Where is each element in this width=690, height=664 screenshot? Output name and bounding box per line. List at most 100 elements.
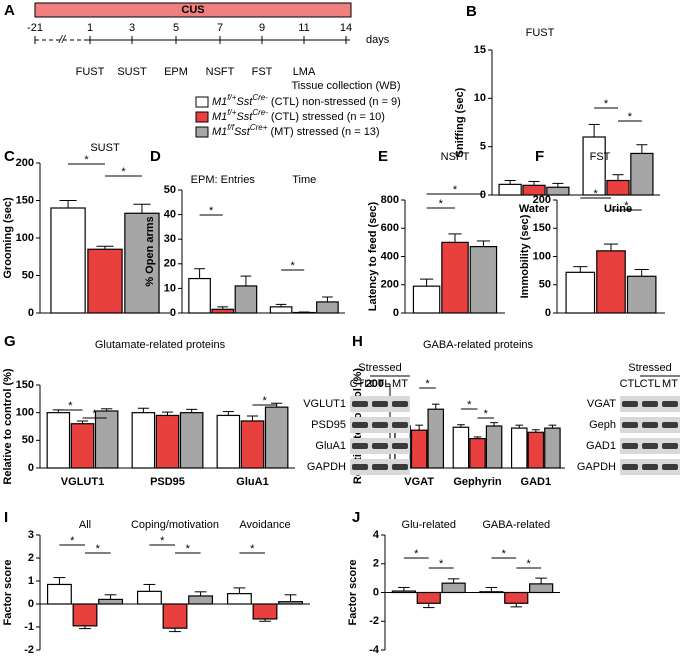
category-label: All — [79, 519, 91, 531]
legend-gene: Sst — [234, 126, 251, 138]
blot-band — [642, 401, 658, 407]
bar — [211, 308, 235, 314]
bar — [441, 241, 469, 314]
y-tick-label: 3 — [28, 529, 34, 541]
bar — [98, 598, 124, 605]
bar — [626, 275, 657, 314]
panel-title: FUST — [526, 27, 555, 39]
y-tick-label: 20 — [164, 258, 176, 270]
y-tick-label: 0 — [28, 598, 34, 610]
bar — [216, 414, 241, 469]
category-label: Gephyrin — [453, 476, 502, 488]
significance-label: * — [439, 558, 444, 570]
bar — [410, 429, 428, 469]
bar — [124, 212, 160, 314]
bar — [596, 250, 626, 314]
timeline-event: FUST — [76, 66, 105, 78]
category-label: Time — [292, 174, 316, 186]
blot-lane: CTL — [620, 378, 641, 390]
y-tick-label: 10 — [164, 282, 176, 294]
y-tick-label: 100 — [533, 250, 551, 262]
blot-band — [372, 464, 388, 470]
bar — [606, 179, 630, 196]
bar — [441, 582, 466, 594]
panel-letter: C — [4, 148, 15, 165]
blot-band — [662, 401, 678, 407]
y-tick-label: 1 — [28, 575, 34, 587]
significance-label: * — [250, 543, 255, 555]
bar — [226, 593, 252, 605]
y-tick-label: 100 — [16, 232, 34, 244]
y-axis-label: Relative to control (%) — [2, 368, 14, 484]
y-tick-label: 0 — [393, 307, 399, 319]
panel-title: SUST — [90, 142, 120, 154]
significance-label: * — [502, 548, 507, 560]
legend-label: M1f/fSstCre+ (MT) stressed (n = 13) — [212, 123, 380, 138]
significance-label: * — [291, 260, 296, 272]
significance-label: * — [453, 184, 458, 196]
blot-header: Stressed — [628, 362, 671, 374]
legend-gene: M1 — [212, 96, 227, 108]
panel-letter: B — [466, 3, 477, 20]
bar — [162, 603, 188, 629]
panel-title: FST — [590, 151, 611, 163]
y-tick-label: 150 — [533, 222, 551, 234]
y-tick-label: 200 — [381, 279, 399, 291]
y-tick-label: -1 — [24, 621, 34, 633]
category-label: Glu-related — [402, 519, 456, 531]
blot-row-label: PSD95 — [311, 419, 346, 431]
bar — [188, 595, 214, 605]
panel-title: GABA-related proteins — [423, 339, 534, 351]
bar — [70, 423, 95, 469]
bar — [136, 590, 162, 605]
bar — [316, 301, 339, 314]
y-axis-label: Factor score — [2, 559, 14, 625]
timeline-end-event: Tissue collection (WB) — [291, 80, 400, 92]
y-tick-label: 30 — [164, 233, 176, 245]
bar — [498, 183, 522, 196]
blot-lane: CTL — [350, 378, 371, 390]
y-tick-label: 200 — [16, 157, 34, 169]
timeline-event: NSFT — [206, 66, 235, 78]
blot-band — [392, 443, 408, 449]
bar — [131, 412, 156, 469]
y-tick-label: 200 — [533, 194, 551, 206]
blot-row-label: GAPDH — [307, 461, 346, 473]
significance-label: * — [160, 535, 165, 547]
blot-band — [662, 422, 678, 428]
bar — [179, 412, 204, 469]
blot-row-label: GAPDH — [577, 461, 616, 473]
legend-swatch — [195, 96, 209, 108]
bar — [527, 431, 545, 469]
legend-gene: Sst — [236, 111, 253, 123]
legend-gene: Sst — [236, 96, 253, 108]
significance-label: * — [186, 543, 191, 555]
blot-band — [392, 422, 408, 428]
legend-sup: Cre+ — [250, 123, 268, 132]
y-axis-label: Latency to feed (sec) — [367, 201, 379, 311]
bar — [252, 603, 278, 620]
significance-label: * — [484, 408, 489, 420]
legend-sup: f/+ — [227, 108, 236, 117]
legend-label: M1f/+SstCre- (CTL) stressed (n = 10) — [212, 108, 385, 123]
blot-band — [392, 401, 408, 407]
y-tick-label: 400 — [381, 250, 399, 262]
y-tick-label: 200 — [366, 378, 384, 390]
category-label: VGLUT1 — [61, 476, 104, 488]
y-tick-label: 800 — [381, 194, 399, 206]
y-tick-label: 0 — [170, 307, 176, 319]
panel-letter: J — [352, 509, 360, 526]
significance-label: * — [439, 198, 444, 210]
y-tick-label: -2 — [369, 615, 379, 627]
legend-sup: f/f — [227, 123, 234, 132]
bar — [427, 408, 445, 469]
timeline-tick-label: 11 — [298, 22, 309, 34]
y-tick-label: 150 — [16, 379, 34, 391]
blot-band — [352, 464, 368, 470]
timeline-tick-label: 7 — [217, 22, 223, 34]
blot-band — [372, 443, 388, 449]
y-tick-label: 2 — [373, 558, 379, 570]
y-tick-label: 50 — [539, 279, 551, 291]
category-label: Avoidance — [239, 519, 290, 531]
timeline-event: EPM — [164, 66, 188, 78]
